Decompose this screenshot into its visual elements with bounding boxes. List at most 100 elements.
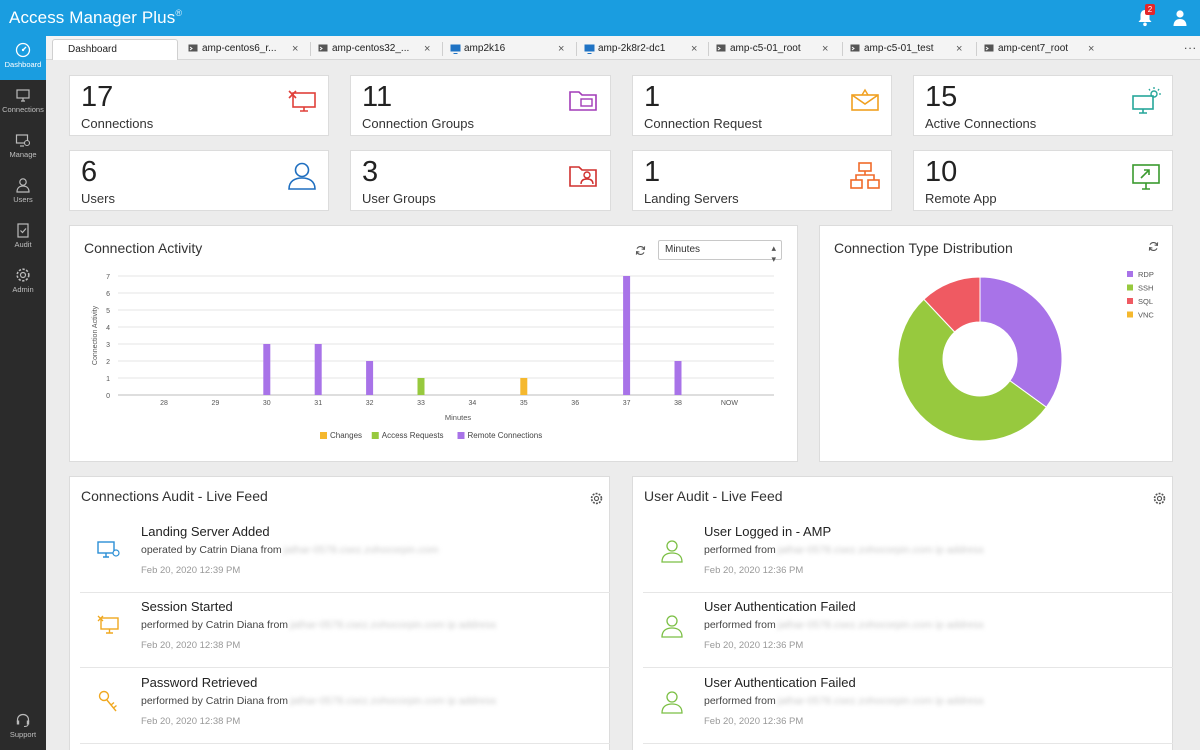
legend-label: VNC (1138, 311, 1154, 320)
user-outline-icon (661, 615, 683, 638)
gear-icon[interactable] (590, 492, 603, 505)
user-profile-icon[interactable] (1172, 9, 1188, 27)
bar-access-requests (417, 378, 425, 395)
folder-monitor-icon (569, 91, 597, 111)
tab-amp-c5-01-test[interactable]: amp-c5-01_test × (846, 39, 974, 60)
stat-value: 15 (925, 81, 958, 113)
x-tick-label: 32 (366, 400, 374, 407)
tab-close-icon[interactable]: × (558, 43, 565, 55)
legend-label: Remote Connections (468, 431, 543, 440)
stat-card-remote-app[interactable]: 10 Remote App (913, 150, 1173, 211)
gear-icon[interactable] (1153, 492, 1166, 505)
feed-time: Feb 20, 2020 12:36 PM (704, 640, 804, 651)
refresh-icon[interactable] (1148, 241, 1159, 252)
sidebar-item-audit[interactable]: Audit (0, 216, 46, 260)
feed-by: performed from jathar-0578.csez.zohocorpi… (704, 695, 984, 707)
legend-label: SSH (1138, 284, 1153, 293)
stat-label: Users (81, 191, 115, 206)
envelope-icon (851, 88, 879, 111)
windows-monitor-icon (450, 44, 461, 54)
stat-value: 1 (644, 156, 661, 188)
legend-swatch (1127, 271, 1133, 277)
sidebar-label: Manage (9, 150, 37, 159)
stat-card-connection-request[interactable]: 1 Connection Request (632, 75, 892, 136)
refresh-icon[interactable] (635, 245, 646, 256)
stat-card-active-connections[interactable]: 15 Active Connections (913, 75, 1173, 136)
y-tick-label: 3 (106, 342, 110, 349)
tab-close-icon[interactable]: × (292, 43, 299, 55)
bar-remote-connections (314, 344, 322, 395)
sidebar-item-dashboard[interactable]: Dashboard (0, 36, 46, 80)
y-tick-label: 4 (106, 325, 110, 332)
tab-separator (576, 42, 577, 56)
tab-amp-cent7-root[interactable]: amp-cent7_root × (980, 39, 1106, 60)
select-caret-icon: ▴ ▾ (771, 243, 776, 264)
feed-item[interactable]: User Authentication Failed performed fro… (643, 668, 1173, 744)
connections-monitor-icon (288, 90, 316, 112)
stat-card-connections[interactable]: 17 Connections (69, 75, 329, 136)
dashboard-icon (15, 42, 31, 58)
stat-card-landing-servers[interactable]: 1 Landing Servers (632, 150, 892, 211)
feed-item[interactable]: Session Started performed by Catrin Dian… (80, 592, 610, 668)
tab-close-icon[interactable]: × (822, 43, 829, 55)
feed-title: User Authentication Failed (704, 675, 856, 690)
feed-item[interactable]: Landing Server Added operated by Catrin … (80, 517, 610, 593)
sidebar-item-support[interactable]: Support (0, 706, 46, 750)
tab-dashboard[interactable]: Dashboard (52, 39, 178, 60)
stat-value: 1 (644, 81, 661, 113)
feed-host: jathar-0578.csez.zohocorpin.com ip addre… (290, 619, 497, 631)
y-axis-label: Connection Activity (92, 305, 99, 365)
stat-card-connection-groups[interactable]: 11 Connection Groups (350, 75, 611, 136)
sidebar-label: Audit (14, 240, 32, 249)
sidebar-item-admin[interactable]: Admin (0, 261, 46, 305)
tab-separator (310, 42, 311, 56)
active-monitor-icon (1132, 87, 1161, 114)
app-title-text: Access Manager Plus (9, 8, 176, 27)
tab-close-icon[interactable]: × (1088, 43, 1095, 55)
bar-remote-connections (674, 361, 682, 395)
tab-amp-c5-01-root[interactable]: amp-c5-01_root × (712, 39, 840, 60)
tab-label: amp-centos32_... (332, 43, 410, 54)
sidebar-label: Admin (12, 285, 34, 294)
tab-close-icon[interactable]: × (956, 43, 963, 55)
feed-title: User Authentication Failed (704, 599, 856, 614)
stat-card-users[interactable]: 6 Users (69, 150, 329, 211)
x-tick-label: NOW (721, 400, 739, 407)
x-tick-label: 36 (571, 400, 579, 407)
tab-amp2k16[interactable]: amp2k16 × (446, 39, 574, 60)
tab-amp-centos32[interactable]: amp-centos32_... × (314, 39, 440, 60)
tab-label: amp-centos6_r... (202, 43, 277, 54)
app-title: Access Manager Plus® (9, 8, 182, 28)
tab-bar: Dashboard amp-centos6_r... × amp-centos3… (46, 36, 1200, 60)
feed-host: jathar-0578.csez.zohocorpin.com ip addre… (777, 544, 984, 556)
feed-item[interactable]: User Authentication Failed performed fro… (643, 592, 1173, 668)
time-unit-select[interactable]: Minutes ▴ ▾ (658, 240, 782, 264)
feed-time: Feb 20, 2020 12:36 PM (704, 716, 804, 727)
stat-value: 11 (362, 81, 393, 113)
landing-server-icon (850, 162, 880, 189)
sidebar-item-manage[interactable]: Manage (0, 126, 46, 170)
sidebar-item-users[interactable]: Users (0, 171, 46, 215)
feed-time: Feb 20, 2020 12:38 PM (141, 640, 241, 651)
tab-amp-2k8r2-dc1[interactable]: amp-2k8r2-dc1 × (580, 39, 706, 60)
sidebar-item-connections[interactable]: Connections (0, 81, 46, 125)
x-tick-label: 31 (314, 400, 322, 407)
tab-close-icon[interactable]: × (424, 43, 431, 55)
stat-card-user-groups[interactable]: 3 User Groups (350, 150, 611, 211)
feed-by-text: performed from (704, 695, 776, 707)
more-tabs-button[interactable]: ... (1184, 38, 1198, 52)
tab-label: Dashboard (68, 44, 117, 55)
tab-close-icon[interactable]: × (691, 43, 698, 55)
tab-amp-centos6[interactable]: amp-centos6_r... × (184, 39, 308, 60)
sidebar-label: Dashboard (4, 60, 42, 69)
y-tick-label: 7 (106, 274, 110, 281)
feed-by: performed by Catrin Diana from jathar-057… (141, 619, 496, 631)
feed-item[interactable]: User Logged in - AMP performed from jatha… (643, 517, 1173, 593)
user-icon (288, 162, 316, 190)
feed-item[interactable]: Password Retrieved performed by Catrin D… (80, 668, 610, 744)
feed-title: Session Started (141, 599, 233, 614)
x-tick-label: 33 (417, 400, 425, 407)
connections-icon (16, 89, 30, 102)
stat-label: Connection Groups (362, 116, 475, 131)
connections-audit-feed: Connections Audit - Live Feed Landing Se… (69, 476, 610, 750)
